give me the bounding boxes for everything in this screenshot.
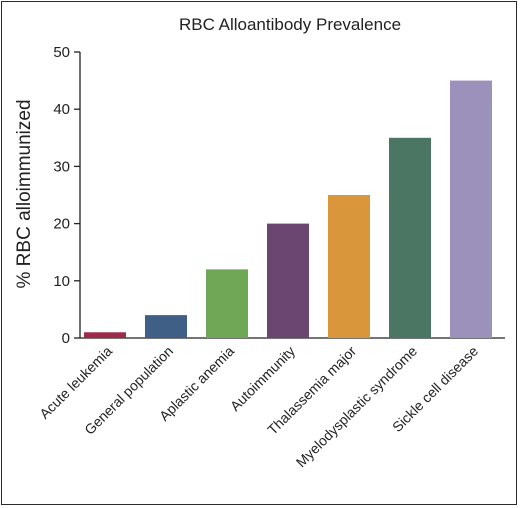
y-tick-label: 10 bbox=[53, 273, 70, 290]
bar-acute-leukemia bbox=[84, 332, 126, 338]
y-ticks: 0 10 20 30 40 50 bbox=[53, 44, 80, 347]
x-category-label: Myelodysplastic syndrome bbox=[293, 343, 421, 471]
bar-aplastic-anemia bbox=[206, 269, 248, 338]
y-tick-label: 20 bbox=[53, 216, 70, 233]
y-tick-label: 50 bbox=[53, 44, 70, 61]
bar-myelodysplastic-syndrome bbox=[389, 137, 431, 338]
bar-thalassemia-major bbox=[328, 195, 370, 338]
bars bbox=[84, 80, 492, 338]
y-tick-label: 40 bbox=[53, 101, 70, 118]
y-tick-label: 30 bbox=[53, 158, 70, 175]
y-tick-label: 0 bbox=[62, 330, 70, 347]
bar-autoimmunity bbox=[267, 223, 309, 338]
bar-general-population bbox=[145, 315, 187, 338]
y-axis-label: % RBC alloimmunized bbox=[14, 99, 35, 288]
bar-sickle-cell-disease bbox=[450, 80, 492, 338]
chart-title: RBC Alloantibody Prevalence bbox=[179, 15, 401, 34]
